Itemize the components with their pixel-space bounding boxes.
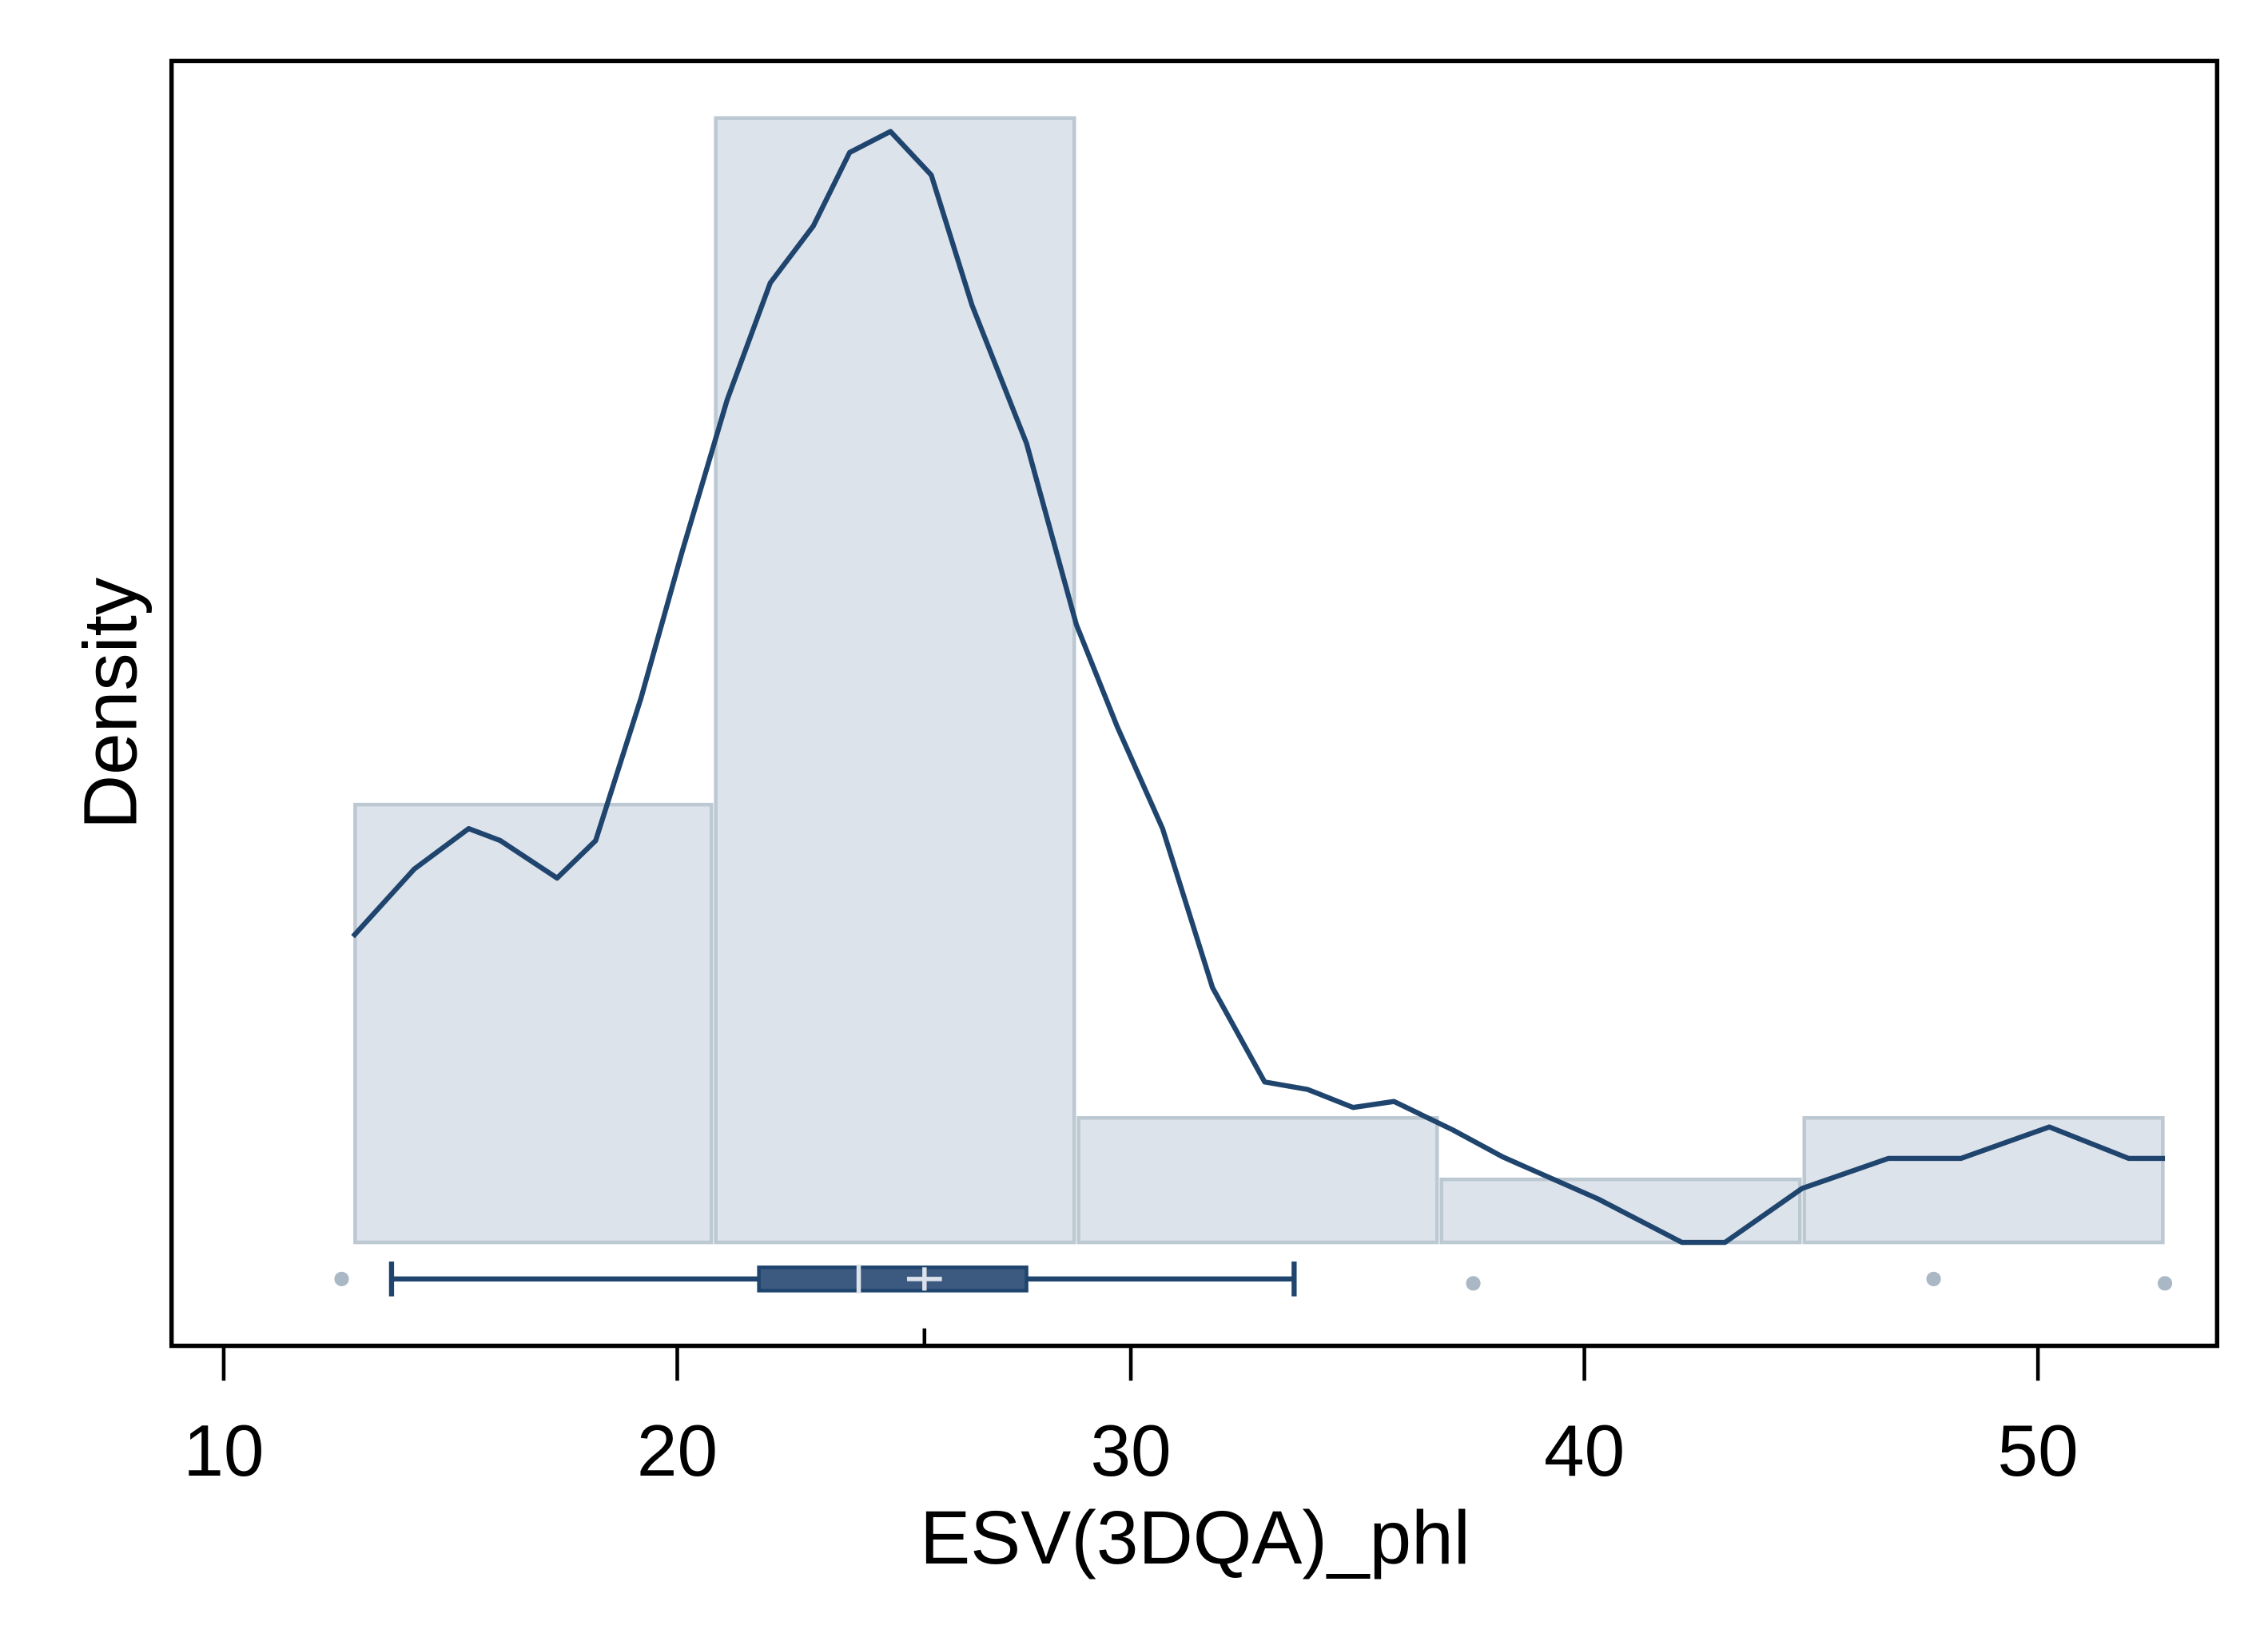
- x-tick-label: 30: [1090, 1411, 1171, 1492]
- outlier: [1466, 1276, 1481, 1291]
- outlier: [1926, 1271, 1941, 1286]
- bar: [1802, 1116, 2165, 1245]
- outlier: [2157, 1276, 2173, 1291]
- outlier: [334, 1271, 349, 1286]
- x-tick-label: 10: [183, 1411, 264, 1492]
- bar: [714, 116, 1076, 1245]
- x-axis-label: ESV(3DQA)_phl: [920, 1496, 1470, 1580]
- density-line: [351, 129, 2166, 1246]
- plot-frame: [169, 58, 2220, 1349]
- box: [757, 1266, 1029, 1293]
- x-tick-label: 40: [1544, 1411, 1625, 1492]
- y-axis-label: Density: [69, 577, 153, 829]
- x-tick-label: 50: [1998, 1411, 2079, 1492]
- x-tick-label: 20: [637, 1411, 718, 1492]
- bar: [1076, 1116, 1439, 1245]
- bar: [353, 802, 714, 1245]
